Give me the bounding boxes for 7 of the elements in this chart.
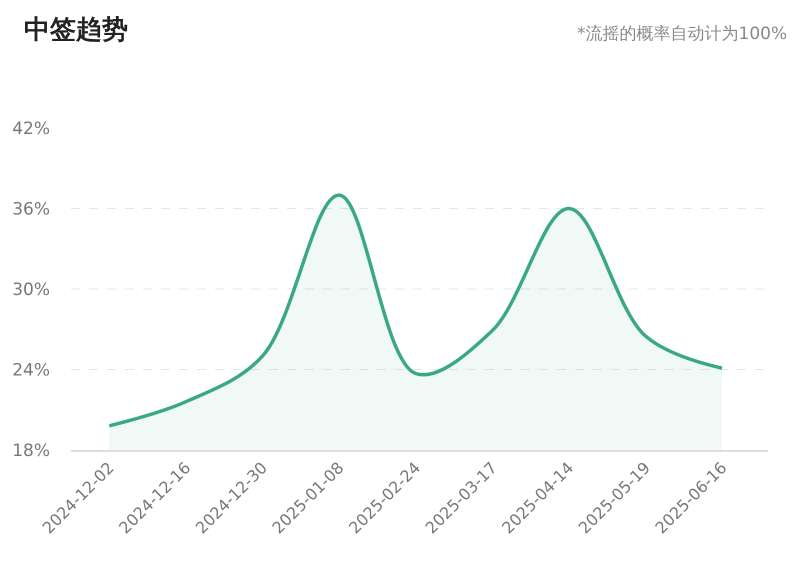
y-tick-label: 30% [12,280,50,300]
y-tick-label: 42% [12,118,50,139]
text: *流摇的概率自动计为100% [577,24,788,44]
chart-title: 中签趋势 [24,15,128,46]
y-tick-label: 18% [12,440,50,461]
y-tick-label: 36% [12,199,50,220]
y-tick-label: 24% [12,360,50,380]
